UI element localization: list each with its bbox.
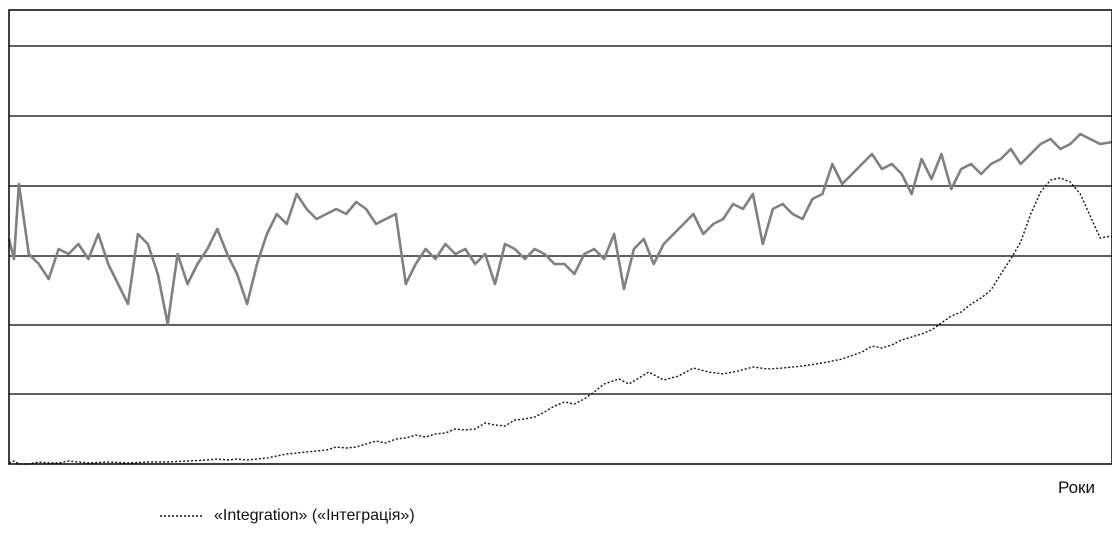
series-lines: [7, 132, 1112, 465]
series-line-1: [8, 177, 1112, 465]
legend: «Integration» («Інтеграція»): [160, 507, 415, 525]
grid: [9, 45, 1112, 395]
legend-dotted-swatch: [160, 515, 204, 517]
x-axis-label: Роки: [1058, 478, 1095, 497]
series-line-2: [7, 132, 1112, 326]
legend-label-integration: «Integration» («Інтеграція»): [214, 507, 415, 524]
plot-frame: [8, 9, 1112, 465]
